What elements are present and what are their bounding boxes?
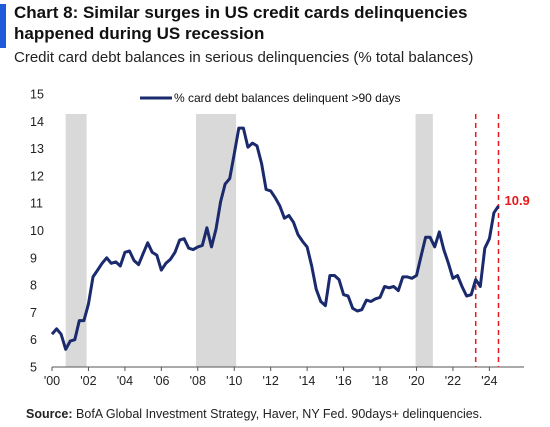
y-tick-label: 7 [30,306,37,320]
x-tick-label: '12 [263,374,279,388]
y-tick-label: 5 [30,361,37,375]
x-tick-label: '06 [153,374,169,388]
recession-band-1 [65,114,87,367]
accent-bar [0,4,6,48]
y-tick-label: 14 [30,115,44,129]
y-tick-label: 11 [30,197,43,211]
y-tick-label: 8 [30,279,37,293]
x-tick-label: '04 [117,374,133,388]
chart-title: Chart 8: Similar surges in US credit car… [14,3,468,43]
x-tick-label: '00 [44,374,60,388]
legend-label: % card debt balances delinquent >90 days [174,91,401,105]
x-tick-label: '10 [226,374,242,388]
recession-band-2 [195,114,237,367]
annotation-latest-value: 10.9 [504,193,529,208]
x-tick-label: '22 [445,374,461,388]
y-tick-label: 10 [30,224,44,238]
legend: % card debt balances delinquent >90 days [140,91,401,105]
x-tick-label: '24 [481,374,497,388]
line-chart: 5 6 7 8 9 10 11 12 13 14 15 '00 '02 '04 '06 '08 '10 '12 '1… [30,88,530,389]
source-text: BofA Global Investment Strategy, Haver, … [76,407,483,421]
source-label: Source: [26,407,73,421]
x-tick-label: '16 [335,374,351,388]
y-tick-label: 9 [30,251,37,265]
y-tick-label: 13 [30,142,44,156]
x-tick-label: '18 [372,374,388,388]
x-tick-label: '08 [190,374,206,388]
source-note: Source: BofA Global Investment Strategy,… [26,407,482,421]
y-tick-label: 6 [30,333,37,347]
chart-subtitle: Credit card debt balances in serious del… [14,49,474,66]
series-line-delinquency [50,126,500,351]
y-tick-label: 12 [30,169,44,183]
x-tick-label: '20 [408,374,424,388]
x-tick-label: '14 [299,374,315,388]
y-tick-label: 15 [30,88,44,102]
x-tick-label: '02 [80,374,96,388]
